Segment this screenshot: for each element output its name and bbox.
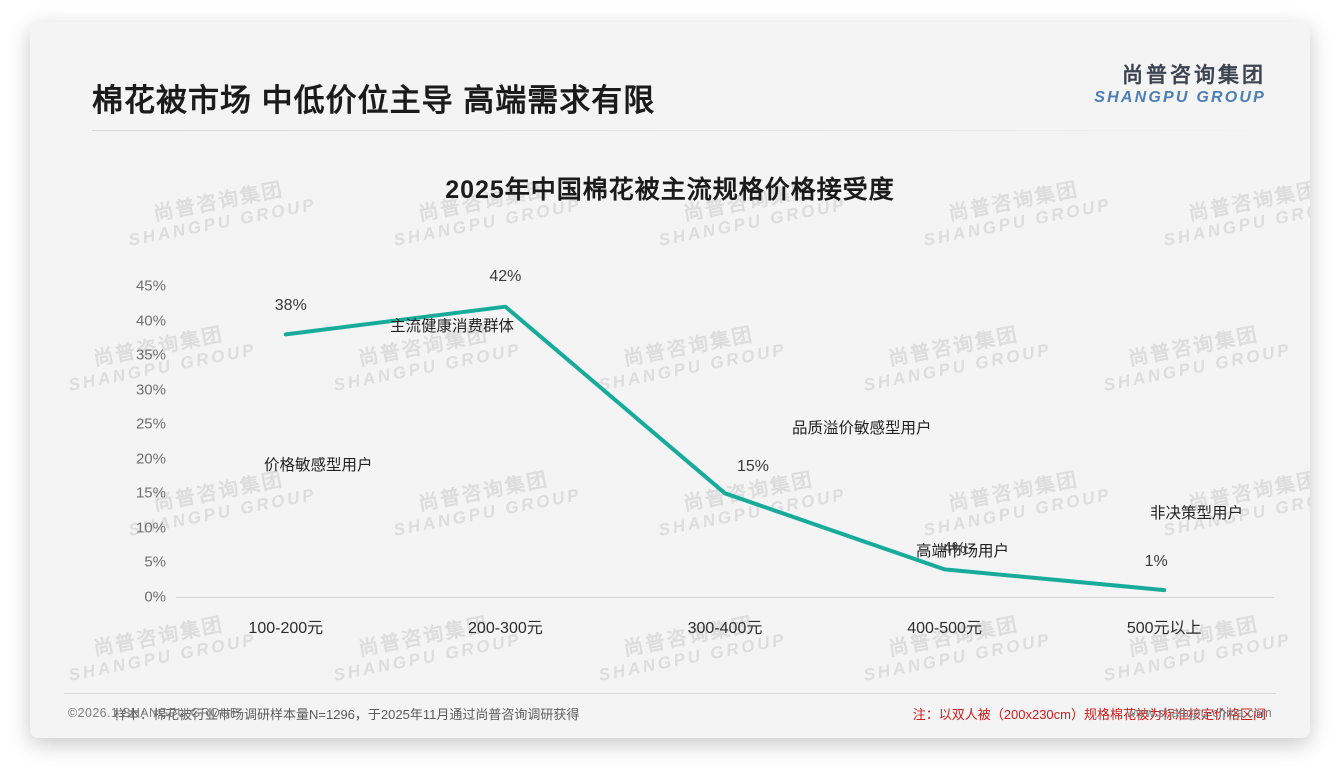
website-link[interactable]: www.shangpu-china.com bbox=[1126, 706, 1272, 720]
y-axis-tick-label: 20% bbox=[135, 450, 166, 468]
data-point-label: 38% bbox=[274, 297, 307, 315]
y-axis-tick-label: 10% bbox=[135, 519, 166, 537]
x-axis-tick-label: 500元以上 bbox=[1126, 620, 1202, 637]
segment-annotation-label: 品质溢价敏感型用户 bbox=[792, 420, 932, 437]
data-point-label: 15% bbox=[736, 458, 770, 476]
page-title: 棉花被市场 中低价位主导 高端需求有限 bbox=[92, 83, 656, 118]
chart-data-line bbox=[283, 304, 1167, 593]
slide-header: 棉花被市场 中低价位主导 高端需求有限 尚普咨询集团 SHANGPU GROUP bbox=[30, 22, 1310, 118]
y-axis-tick-label: 0% bbox=[144, 588, 166, 606]
y-axis-tick-label: 45% bbox=[135, 277, 166, 295]
brand-logo: 尚普咨询集团 SHANGPU GROUP bbox=[1094, 64, 1266, 107]
data-point-label: 42% bbox=[489, 267, 522, 285]
x-axis-tick-label: 100-200元 bbox=[248, 620, 324, 637]
segment-annotation-label: 非决策型用户 bbox=[1150, 505, 1244, 522]
segment-annotation-label: 主流健康消费群体 bbox=[390, 318, 515, 335]
chart-title: 2025年中国棉花被主流规格价格接受度 bbox=[445, 176, 895, 204]
footer-divider bbox=[64, 693, 1276, 694]
y-axis-tick-label: 40% bbox=[135, 312, 166, 330]
x-axis-tick-label: 300-400元 bbox=[687, 620, 763, 637]
chart-line-svg bbox=[283, 304, 1167, 593]
y-axis-tick-label: 30% bbox=[135, 381, 166, 399]
logo-english-text: SHANGPU GROUP bbox=[1094, 89, 1266, 107]
y-axis: 45% 40% 35% 30% 25% 20% 15% 10% 5% 0% bbox=[90, 262, 166, 606]
y-axis-tick-label: 35% bbox=[135, 346, 166, 364]
data-point-label: 1% bbox=[1144, 553, 1168, 571]
y-axis-tick-label: 25% bbox=[135, 415, 166, 433]
copyright-text: ©2026.1 SHANGPU GROUP bbox=[68, 706, 239, 720]
logo-chinese-text: 尚普咨询集团 bbox=[1122, 64, 1266, 87]
segment-annotation-label: 高端市场用户 bbox=[916, 543, 1010, 560]
slide-canvas: 尚普咨询集团 SHANGPU GROUP 尚普咨询集团 SHANGPU GROUP 尚普… bbox=[30, 22, 1310, 738]
y-axis-tick-label: 15% bbox=[135, 484, 166, 502]
header-divider bbox=[92, 130, 1252, 131]
sample-note: 样本：棉花被行业市场调研样本量N=1296，于2025年11月通过尚普咨询调研获… bbox=[114, 707, 580, 722]
spec-note: 注：以双人被（200x230cm）规格棉花被为标准核定价格区间 bbox=[912, 707, 1266, 722]
line-chart: 45% 40% 35% 30% 25% 20% 15% 10% 5% 0% 100-200元 200… bbox=[90, 262, 1274, 662]
x-axis-tick-label: 200-300元 bbox=[468, 620, 543, 637]
y-axis-tick-label: 5% bbox=[144, 553, 166, 571]
x-axis-tick-label: 400-500元 bbox=[907, 620, 982, 637]
data-point-label: 4% bbox=[943, 540, 967, 558]
x-axis-line bbox=[176, 597, 1274, 598]
segment-annotation-label: 价格敏感型用户 bbox=[264, 457, 373, 474]
